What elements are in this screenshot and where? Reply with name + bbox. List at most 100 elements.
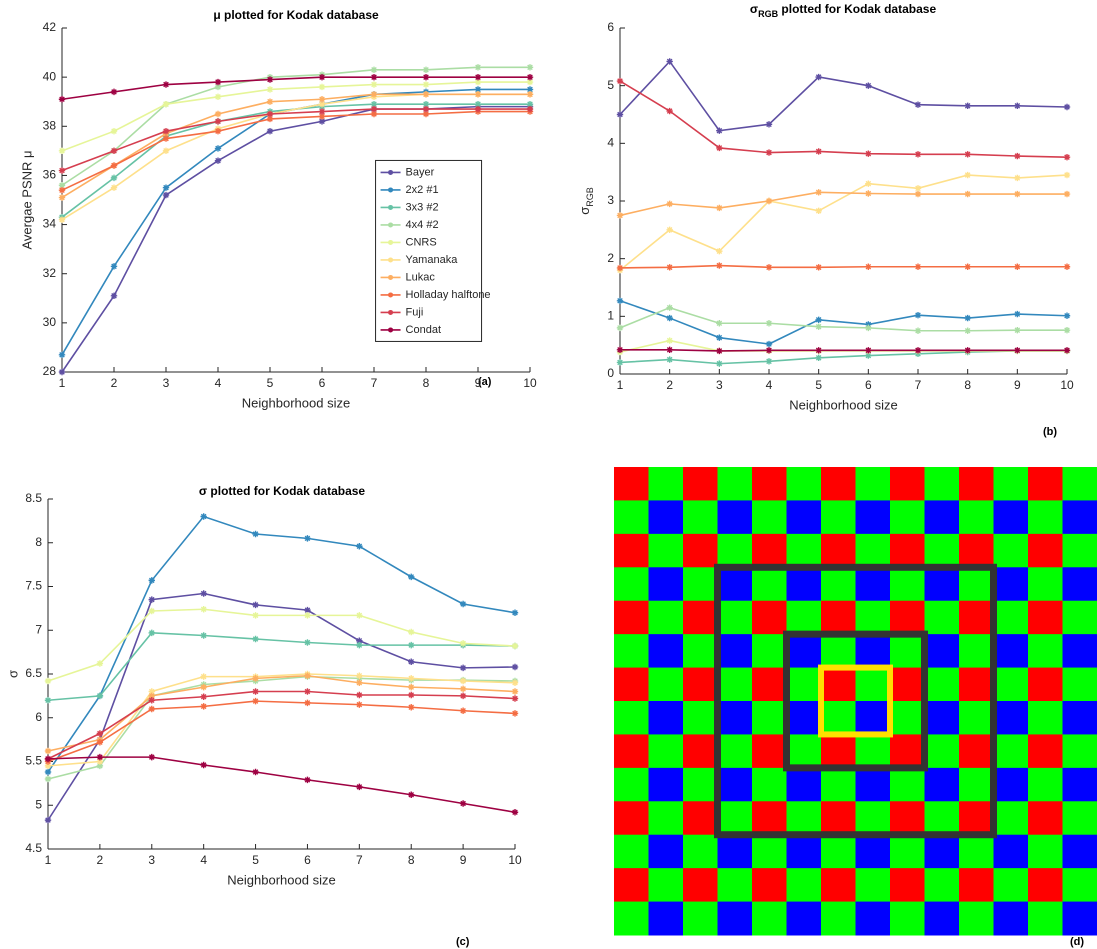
bayer-cell: [959, 467, 994, 501]
bayer-cell: [648, 533, 684, 568]
bayer-cell: [786, 634, 822, 669]
data-point: [266, 86, 274, 93]
data-point: [964, 190, 971, 198]
chart-title-part: RGB: [758, 9, 779, 19]
bayer-cell: [924, 801, 960, 836]
data-point: [474, 64, 482, 71]
x-tick-label: 8: [964, 378, 971, 392]
y-tick-label: 8.5: [25, 491, 42, 505]
bayer-cell: [1028, 834, 1063, 869]
bayer-cell: [924, 767, 960, 802]
data-point: [511, 809, 519, 816]
data-point: [58, 368, 66, 376]
bayer-cell: [717, 667, 753, 702]
window-outline: [783, 630, 928, 772]
data-point: [1063, 347, 1071, 354]
bayer-cell: [786, 567, 822, 602]
data-point: [214, 157, 222, 164]
bayer-cell: [648, 634, 684, 669]
data-point: [865, 82, 872, 89]
data-point: [865, 263, 872, 270]
data-point: [474, 73, 482, 81]
x-tick-label: 2: [666, 378, 673, 392]
bayer-cell: [1062, 901, 1097, 936]
x-axis-label: Neighborhood size: [227, 872, 335, 887]
legend-label: Condat: [406, 324, 441, 336]
series-line: [47, 756, 516, 814]
data-point: [474, 91, 482, 98]
bayer-cell: [855, 467, 891, 501]
data-point: [162, 184, 170, 191]
data-point: [865, 321, 872, 328]
bayer-cell: [959, 834, 994, 869]
bayer-cell: [855, 600, 891, 635]
data-point: [616, 324, 624, 332]
bayer-cell: [1028, 600, 1063, 635]
data-point: [422, 81, 430, 88]
series-line: [47, 674, 516, 752]
data-point: [58, 351, 66, 358]
data-point: [914, 263, 922, 270]
data-point: [96, 660, 104, 667]
data-point: [266, 128, 274, 135]
bayer-cell: [993, 701, 1029, 735]
data-point: [252, 697, 259, 705]
data-point: [815, 207, 822, 215]
x-tick-label: 4: [200, 853, 207, 867]
data-point: [666, 107, 673, 115]
data-point: [511, 663, 519, 671]
bayer-cell: [648, 600, 684, 635]
bayer-cell: [717, 801, 753, 836]
data-point: [511, 710, 519, 717]
bayer-cell: [648, 734, 684, 769]
data-point: [356, 641, 363, 649]
legend-label: Yamanaka: [406, 254, 459, 266]
series-line: [47, 690, 516, 760]
data-point: [304, 699, 311, 707]
bayer-cell: [752, 834, 787, 869]
data-point: [1063, 103, 1071, 111]
bayer-cell: [1062, 600, 1097, 635]
window-outline: [818, 664, 893, 738]
bayer-cell: [614, 834, 649, 869]
data-point: [266, 115, 274, 123]
bayer-cell: [786, 868, 822, 903]
data-point: [252, 612, 259, 619]
bayer-cell: [821, 533, 856, 568]
series-line: [619, 300, 1068, 345]
y-tick-label: 5: [35, 797, 42, 811]
bayer-cell: [752, 901, 787, 936]
x-tick-label: 2: [111, 376, 118, 390]
bayer-cell: [683, 533, 718, 568]
data-point: [765, 264, 773, 271]
bayer-cell: [993, 868, 1029, 903]
x-axis-label: Neighborhood size: [242, 395, 350, 410]
bayer-cell: [890, 600, 925, 635]
data-point: [200, 513, 207, 520]
bayer-cell: [614, 868, 649, 903]
bayer-cell: [683, 467, 718, 501]
bayer-cell: [890, 801, 925, 836]
data-point: [474, 100, 482, 108]
series-line: [619, 264, 1067, 269]
data-point: [666, 226, 673, 234]
bayer-cell: [959, 634, 994, 669]
bayer-cell: [752, 868, 787, 903]
data-point: [666, 314, 673, 322]
data-point: [1014, 174, 1021, 182]
data-point: [474, 86, 482, 93]
bayer-cell: [993, 533, 1029, 568]
series-line: [61, 93, 530, 199]
data-point: [511, 609, 519, 616]
data-point: [110, 292, 118, 300]
bayer-cell: [752, 667, 787, 702]
x-tick-label: 9: [460, 853, 467, 867]
legend-label: Holladay halftone: [406, 289, 491, 301]
bayer-cell: [959, 767, 994, 802]
data-point: [815, 264, 822, 271]
y-tick-label: 5.5: [25, 754, 42, 768]
data-point: [214, 110, 222, 118]
bayer-cell: [890, 667, 925, 702]
y-axis-label: σ: [5, 670, 20, 678]
legend-label: Bayer: [406, 166, 435, 178]
